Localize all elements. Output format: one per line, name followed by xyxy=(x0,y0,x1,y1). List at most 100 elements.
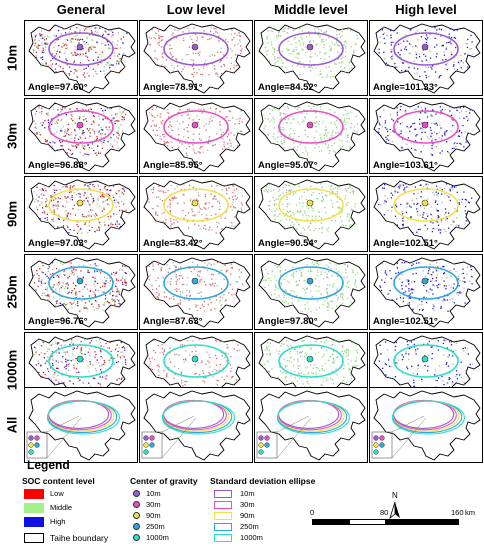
center-of-gravity xyxy=(258,435,264,441)
std-ellipse xyxy=(163,188,229,222)
center-of-gravity xyxy=(421,43,429,51)
gravity-label: 30m xyxy=(146,500,161,509)
region-map xyxy=(28,23,136,94)
center-of-gravity xyxy=(34,435,40,441)
center-of-gravity xyxy=(379,442,385,448)
region-map xyxy=(258,257,366,328)
center-of-gravity xyxy=(421,355,429,363)
ellipse-angle-label: Angle=78.91° xyxy=(143,82,203,93)
taihe-boundary xyxy=(258,390,366,461)
soc-legend-title: SOC content level xyxy=(22,476,95,486)
map-panel: Angle=85.95° xyxy=(139,98,253,174)
row-header-all: All xyxy=(0,387,24,463)
map-panel: Angle=96.88° xyxy=(24,98,138,174)
scale-tick-160: 160 xyxy=(451,508,464,517)
ellipse-angle-label: Angle=90.54° xyxy=(258,238,318,249)
ellipse-swatch-icon xyxy=(214,512,232,520)
boundary-label: Taihe boundary xyxy=(50,533,109,543)
inset-leader-line xyxy=(161,417,197,459)
map-panel: Angle=103.61° xyxy=(369,98,483,174)
ellipse-angle-label: Angle=85.95° xyxy=(143,160,203,171)
std-ellipse xyxy=(393,266,459,300)
taihe-boundary xyxy=(28,390,136,461)
region-map xyxy=(26,390,136,461)
row-header-30m: 30m xyxy=(0,98,24,174)
row-header-90m: 90m xyxy=(0,176,24,252)
region-map xyxy=(258,179,366,250)
north-label: N xyxy=(392,491,398,500)
region-map xyxy=(143,101,251,172)
swatch-boundary xyxy=(24,533,44,543)
region-map xyxy=(28,179,136,250)
inset-leader-line xyxy=(46,417,82,459)
std-ellipse xyxy=(163,266,229,300)
center-of-gravity xyxy=(191,43,199,51)
ellipse-label: 90m xyxy=(240,511,255,520)
region-map xyxy=(28,257,136,328)
ellipse-angle-label: Angle=84.52° xyxy=(258,82,318,93)
ellipse-legend-title: Standard deviation ellipse xyxy=(210,476,316,486)
region-map xyxy=(28,335,136,406)
std-ellipse xyxy=(278,188,344,222)
inset-leader-line xyxy=(46,415,80,433)
region-map xyxy=(373,179,481,250)
ellipse-angle-label: Angle=97.60° xyxy=(28,82,88,93)
ellipse-angle-label: Angle=102.51° xyxy=(373,316,438,327)
ellipse-angle-label: Angle=96.88° xyxy=(28,160,88,171)
center-of-gravity xyxy=(264,442,270,448)
zoom-inset xyxy=(371,431,393,459)
ellipse-swatch-icon xyxy=(214,534,232,542)
std-ellipse xyxy=(163,32,229,66)
center-of-gravity xyxy=(258,449,264,455)
taihe-boundary xyxy=(373,390,481,461)
gravity-label: 1000m xyxy=(146,533,169,542)
map-panel: Angle=90.54° xyxy=(254,176,368,252)
row-header-250m: 250m xyxy=(0,254,24,330)
map-panel: Angle=84.52° xyxy=(254,20,368,96)
center-of-gravity xyxy=(421,277,429,285)
column-header-high: High level xyxy=(395,2,457,17)
scale-unit: km xyxy=(465,508,475,517)
region-map xyxy=(371,390,481,461)
center-of-gravity xyxy=(28,449,34,455)
gravity-label: 250m xyxy=(146,522,165,531)
map-panel: Angle=95.07° xyxy=(254,98,368,174)
row-label: All xyxy=(4,416,20,434)
scale-tick-80: 80 xyxy=(380,508,389,517)
ellipse-angle-label: Angle=101.33° xyxy=(373,82,438,93)
row-label: 30m xyxy=(4,122,20,150)
scale-bar xyxy=(312,519,459,525)
region-map xyxy=(373,335,481,406)
std-ellipse xyxy=(48,344,114,378)
center-of-gravity xyxy=(191,121,199,129)
ellipse-angle-label: Angle=87.63° xyxy=(143,316,203,327)
map-panel xyxy=(369,387,483,463)
inset-leader-line xyxy=(161,415,195,433)
ellipse-angle-label: Angle=83.42° xyxy=(143,238,203,249)
legend-title: Legend xyxy=(27,458,70,472)
std-ellipse xyxy=(276,400,350,435)
center-of-gravity xyxy=(191,199,199,207)
center-of-gravity xyxy=(143,435,149,441)
map-panel: Angle=96.76° xyxy=(24,254,138,330)
zoom-inset xyxy=(26,431,48,459)
center-of-gravity xyxy=(28,435,34,441)
center-of-gravity xyxy=(191,355,199,363)
center-of-gravity xyxy=(143,449,149,455)
center-of-gravity xyxy=(264,435,270,441)
center-of-gravity xyxy=(306,355,314,363)
center-of-gravity xyxy=(373,435,379,441)
std-ellipse xyxy=(391,400,465,435)
zoom-inset xyxy=(141,431,163,459)
center-of-gravity xyxy=(76,277,84,285)
std-ellipse xyxy=(393,188,459,222)
region-map xyxy=(373,23,481,94)
row-header-10m: 10m xyxy=(0,20,24,96)
center-of-gravity xyxy=(149,435,155,441)
region-map xyxy=(143,23,251,94)
ellipse-angle-label: Angle=102.51° xyxy=(373,238,438,249)
center-of-gravity xyxy=(76,199,84,207)
std-ellipse xyxy=(161,400,235,435)
row-label: 90m xyxy=(4,200,20,228)
map-panel: Angle=102.51° xyxy=(369,254,483,330)
